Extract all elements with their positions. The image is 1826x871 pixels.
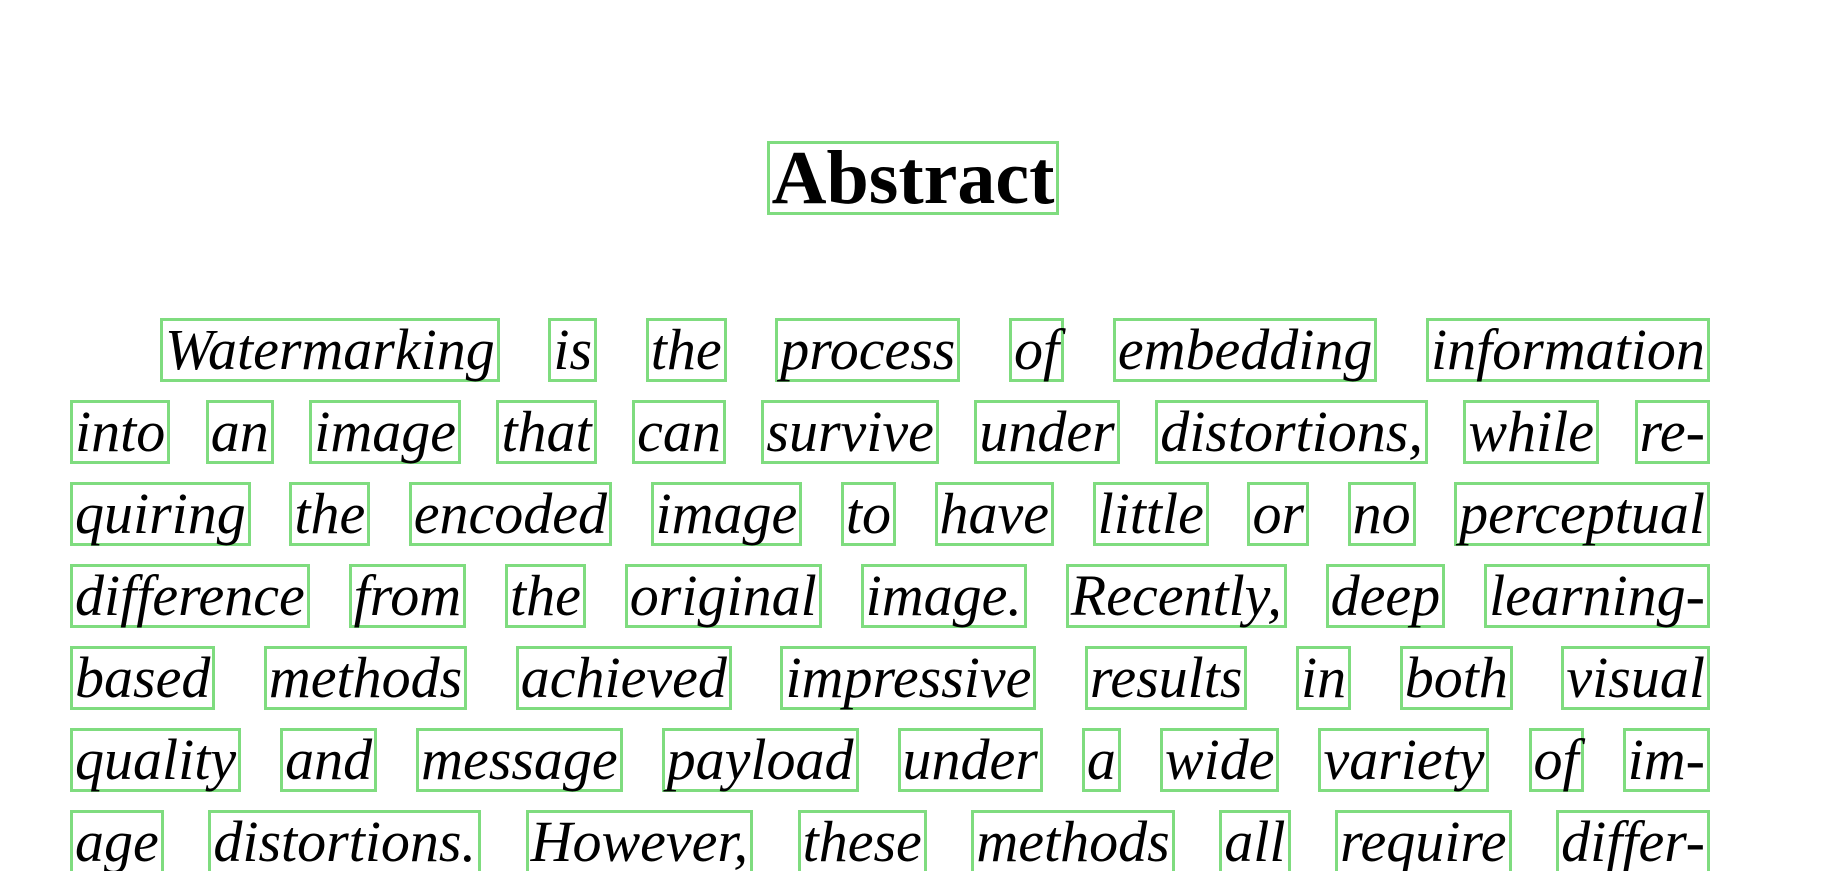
word-box: results bbox=[1084, 646, 1248, 710]
word-box: of bbox=[1009, 318, 1065, 382]
word-box: quiring bbox=[70, 482, 251, 546]
word-box: Watermarking bbox=[160, 318, 500, 382]
word-box: message bbox=[416, 728, 623, 792]
text-line: Watermarking is the process of embedding infor… bbox=[70, 318, 1710, 400]
text-line: quality and message payload under a wide variet… bbox=[70, 728, 1710, 810]
word-box: both bbox=[1399, 646, 1513, 710]
word-box: learning- bbox=[1484, 564, 1710, 628]
word-box: the bbox=[505, 564, 586, 628]
word-box: quality bbox=[70, 728, 242, 792]
word-box: image bbox=[309, 400, 461, 464]
word-box: differ- bbox=[1556, 810, 1710, 871]
word-box: an bbox=[205, 400, 274, 464]
word-box: image. bbox=[860, 564, 1027, 628]
text-line: quiring the encoded image to have little or no pe… bbox=[70, 482, 1710, 564]
text-line: into an image that can survive under distortion… bbox=[70, 400, 1710, 482]
word-box: a bbox=[1081, 728, 1121, 792]
section-title: Abstract bbox=[0, 138, 1826, 218]
word-box: survive bbox=[761, 400, 939, 464]
word-box: and bbox=[280, 728, 378, 792]
word-box: wide bbox=[1159, 728, 1280, 792]
word-box: process bbox=[775, 318, 961, 382]
text-line: difference from the original image. Recently,… bbox=[70, 564, 1710, 646]
word-box: to bbox=[840, 482, 896, 546]
word-box: However, bbox=[525, 810, 754, 871]
word-box: under bbox=[897, 728, 1043, 792]
word-box: the bbox=[645, 318, 727, 382]
word-box: im- bbox=[1622, 728, 1710, 792]
word-box: these bbox=[797, 810, 927, 871]
title-word: Abstract bbox=[766, 140, 1060, 216]
word-box: is bbox=[548, 318, 598, 382]
word-box: original bbox=[624, 564, 822, 628]
word-box: image bbox=[650, 482, 803, 546]
word-box: information bbox=[1426, 318, 1710, 382]
word-box: that bbox=[496, 400, 597, 464]
word-box: little bbox=[1092, 482, 1209, 546]
word-box: methods bbox=[263, 646, 468, 710]
abstract-paragraph: Watermarking is the process of embedding infor… bbox=[70, 318, 1710, 871]
word-box: distortions. bbox=[208, 810, 481, 871]
word-box: visual bbox=[1561, 646, 1710, 710]
word-box: difference bbox=[70, 564, 310, 628]
word-box: payload bbox=[661, 728, 859, 792]
word-box: of bbox=[1528, 728, 1584, 792]
word-box: deep bbox=[1325, 564, 1446, 628]
word-box: perceptual bbox=[1454, 482, 1710, 546]
word-box: Recently, bbox=[1065, 564, 1287, 628]
word-box: impressive bbox=[780, 646, 1037, 710]
word-box: can bbox=[632, 400, 726, 464]
word-box: encoded bbox=[408, 482, 612, 546]
word-box: while bbox=[1463, 400, 1600, 464]
word-box: or bbox=[1247, 482, 1310, 546]
word-box: achieved bbox=[515, 646, 732, 710]
word-box: under bbox=[974, 400, 1120, 464]
text-line: age distortions. However, these methods all re… bbox=[70, 810, 1710, 871]
word-box: methods bbox=[971, 810, 1175, 871]
word-box: require bbox=[1335, 810, 1512, 871]
word-box: the bbox=[289, 482, 371, 546]
word-box: variety bbox=[1318, 728, 1490, 792]
word-box: embedding bbox=[1112, 318, 1378, 382]
word-box: age bbox=[70, 810, 164, 871]
word-box: based bbox=[70, 646, 216, 710]
word-box: re- bbox=[1634, 400, 1710, 464]
word-box: from bbox=[348, 564, 467, 628]
word-box: into bbox=[70, 400, 171, 464]
text-line: based methods achieved impressive results in b… bbox=[70, 646, 1710, 728]
word-box: no bbox=[1347, 482, 1416, 546]
word-box: all bbox=[1219, 810, 1291, 871]
word-box: have bbox=[934, 482, 1055, 546]
word-box: in bbox=[1296, 646, 1352, 710]
word-box: distortions, bbox=[1155, 400, 1428, 464]
